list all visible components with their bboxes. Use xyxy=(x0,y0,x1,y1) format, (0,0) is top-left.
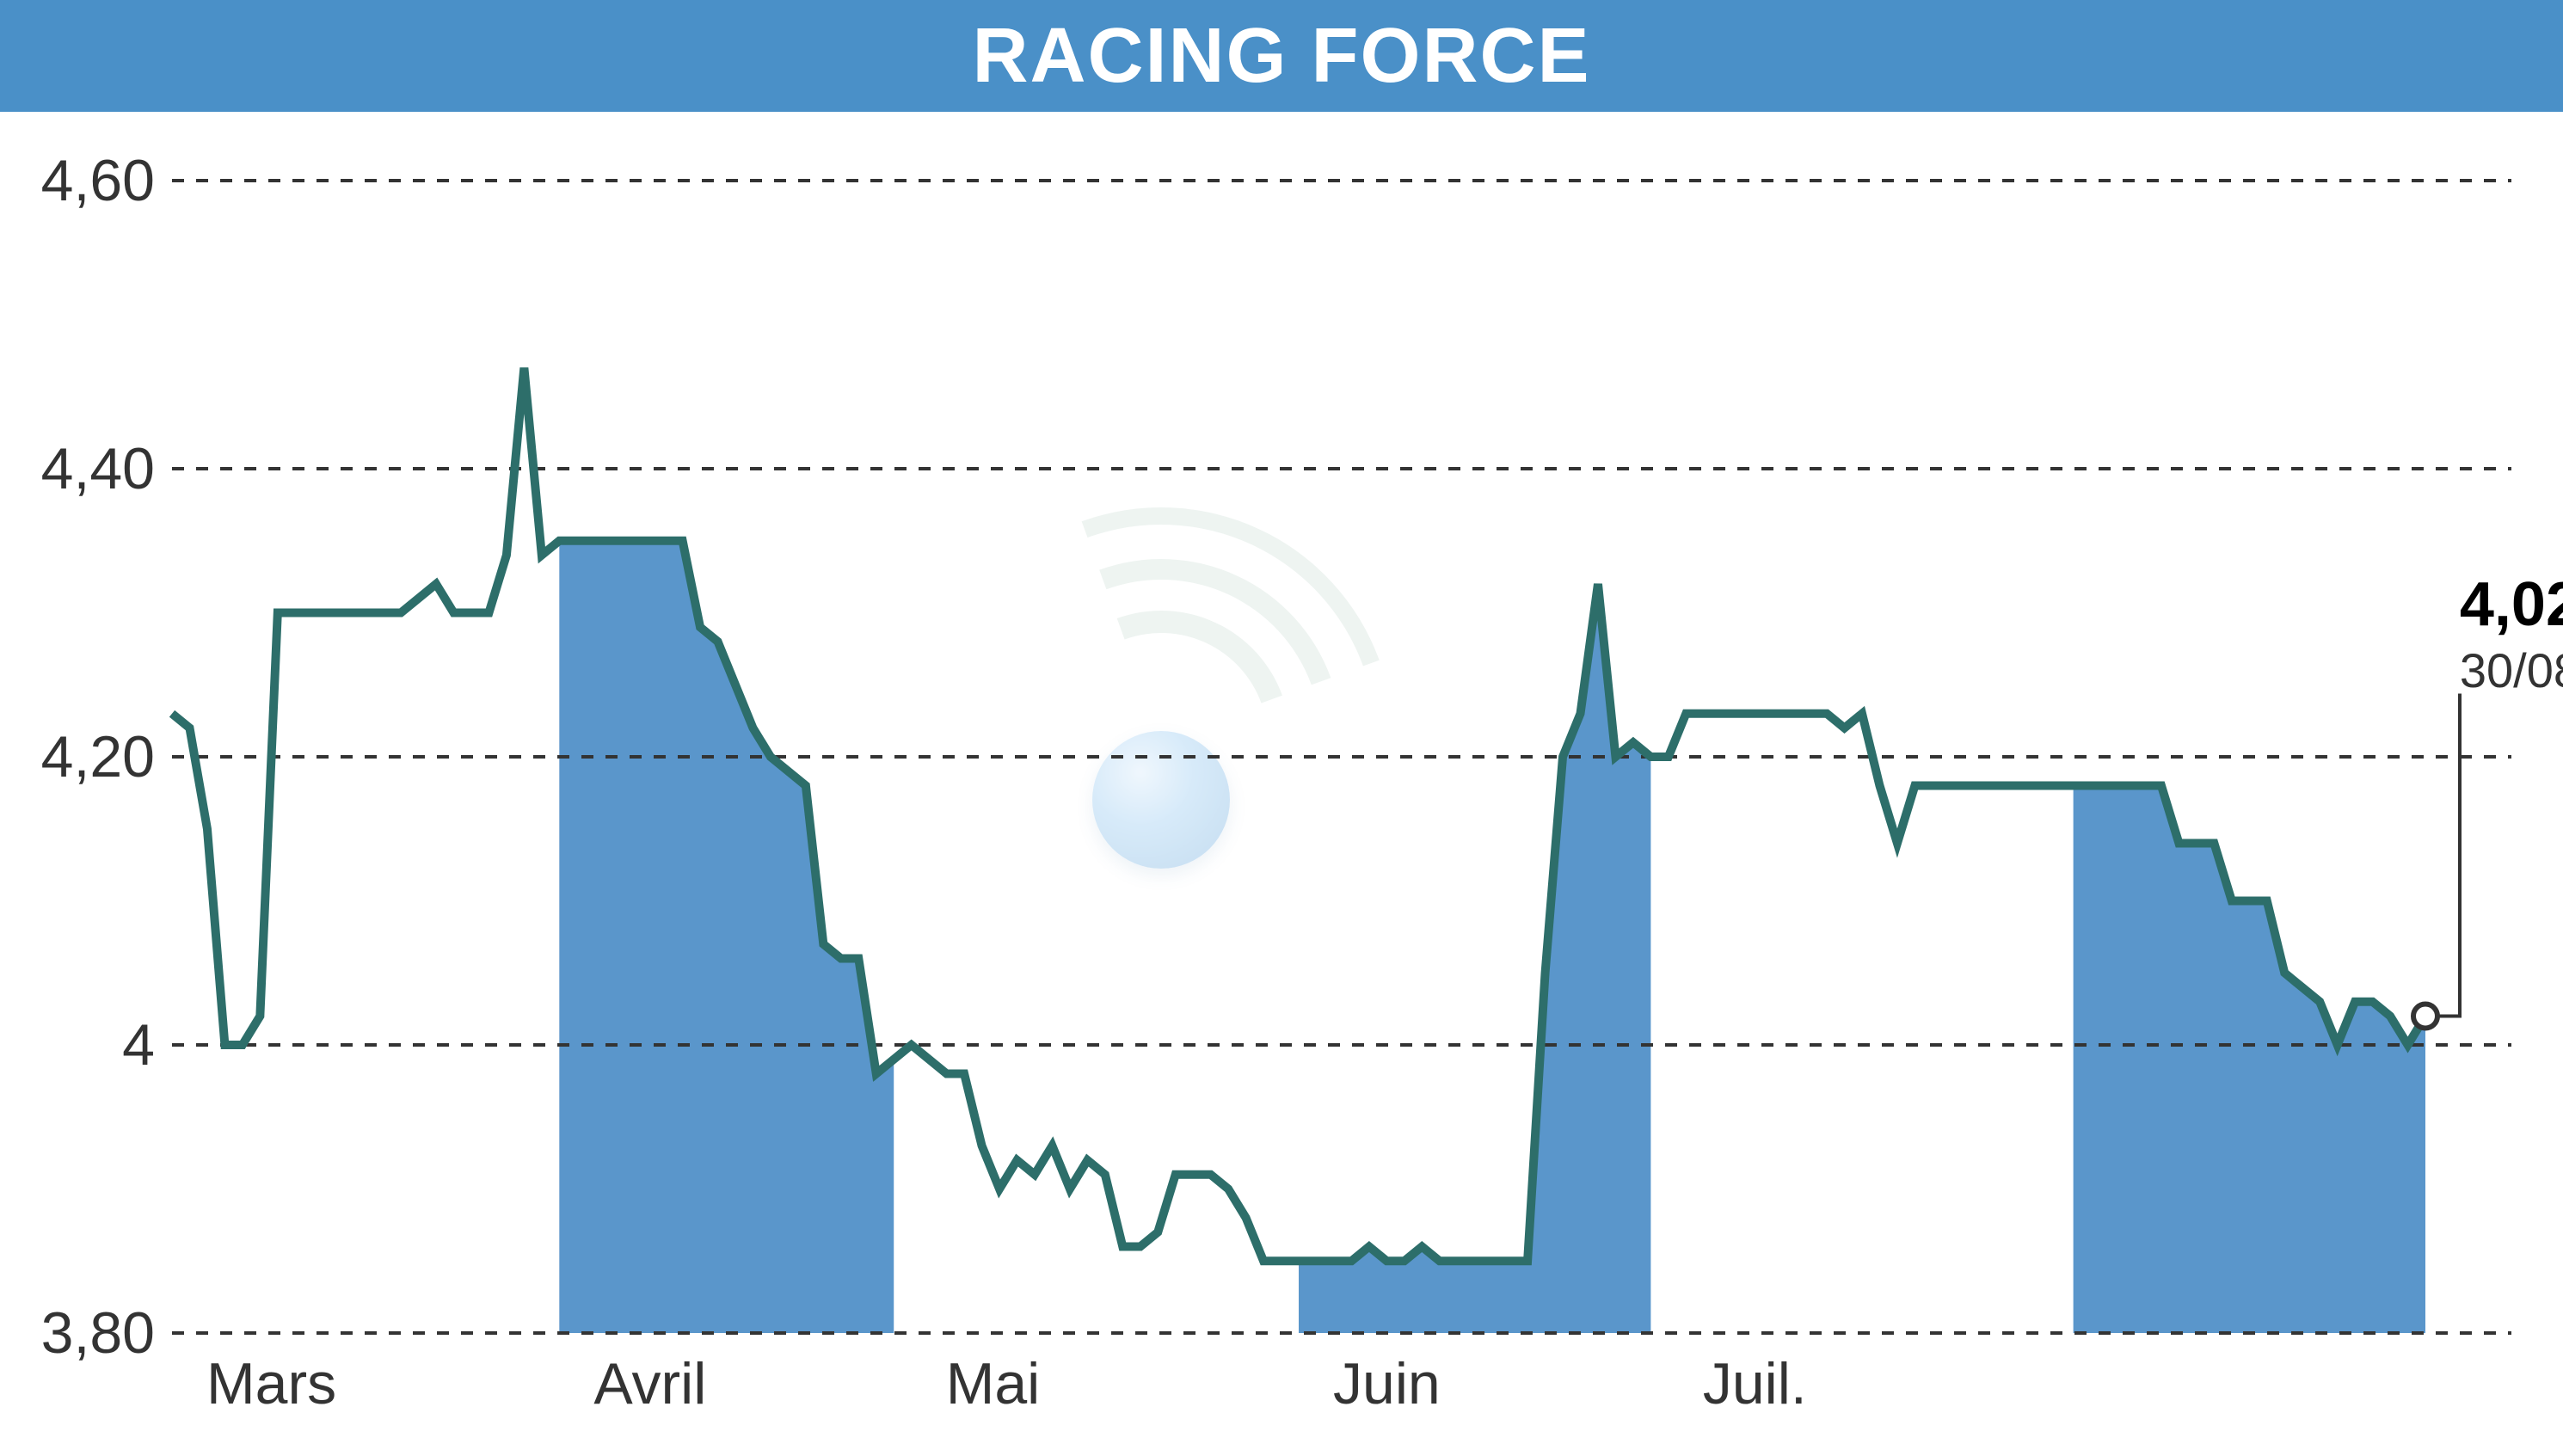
chart-container: RACING FORCE 3,80 4 4,20 4,40 4,60 Mars Avril… xyxy=(0,0,2563,1456)
month-fill xyxy=(2074,786,2425,1334)
x-tick-label: Mars xyxy=(206,1350,336,1417)
last-date-label: 30/08 xyxy=(2322,642,2563,698)
y-tick-label: 4,40 xyxy=(26,435,155,502)
y-tick-label: 4 xyxy=(26,1011,155,1078)
month-fill xyxy=(1299,584,1650,1333)
chart-svg xyxy=(0,112,2563,1456)
y-tick-label: 4,60 xyxy=(26,147,155,214)
y-tick-label: 4,20 xyxy=(26,723,155,790)
y-tick-label: 3,80 xyxy=(26,1299,155,1367)
last-point-callout xyxy=(2413,694,2460,1029)
x-tick-label: Mai xyxy=(946,1350,1041,1417)
last-value-label: 4,02 xyxy=(2322,569,2563,640)
last-point-marker xyxy=(2413,1004,2437,1029)
x-tick-label: Juil. xyxy=(1703,1350,1807,1417)
chart-area: 3,8044,204,404,60 MarsAvrilMaiJuinJuil. … xyxy=(0,112,2563,1456)
x-tick-label: Avril xyxy=(593,1350,706,1417)
x-tick-label: Juin xyxy=(1333,1350,1441,1417)
title-bar: RACING FORCE xyxy=(0,0,2563,112)
alternate-fills xyxy=(559,541,2425,1333)
chart-title: RACING FORCE xyxy=(973,12,1591,101)
callout-leader xyxy=(2425,694,2460,1017)
